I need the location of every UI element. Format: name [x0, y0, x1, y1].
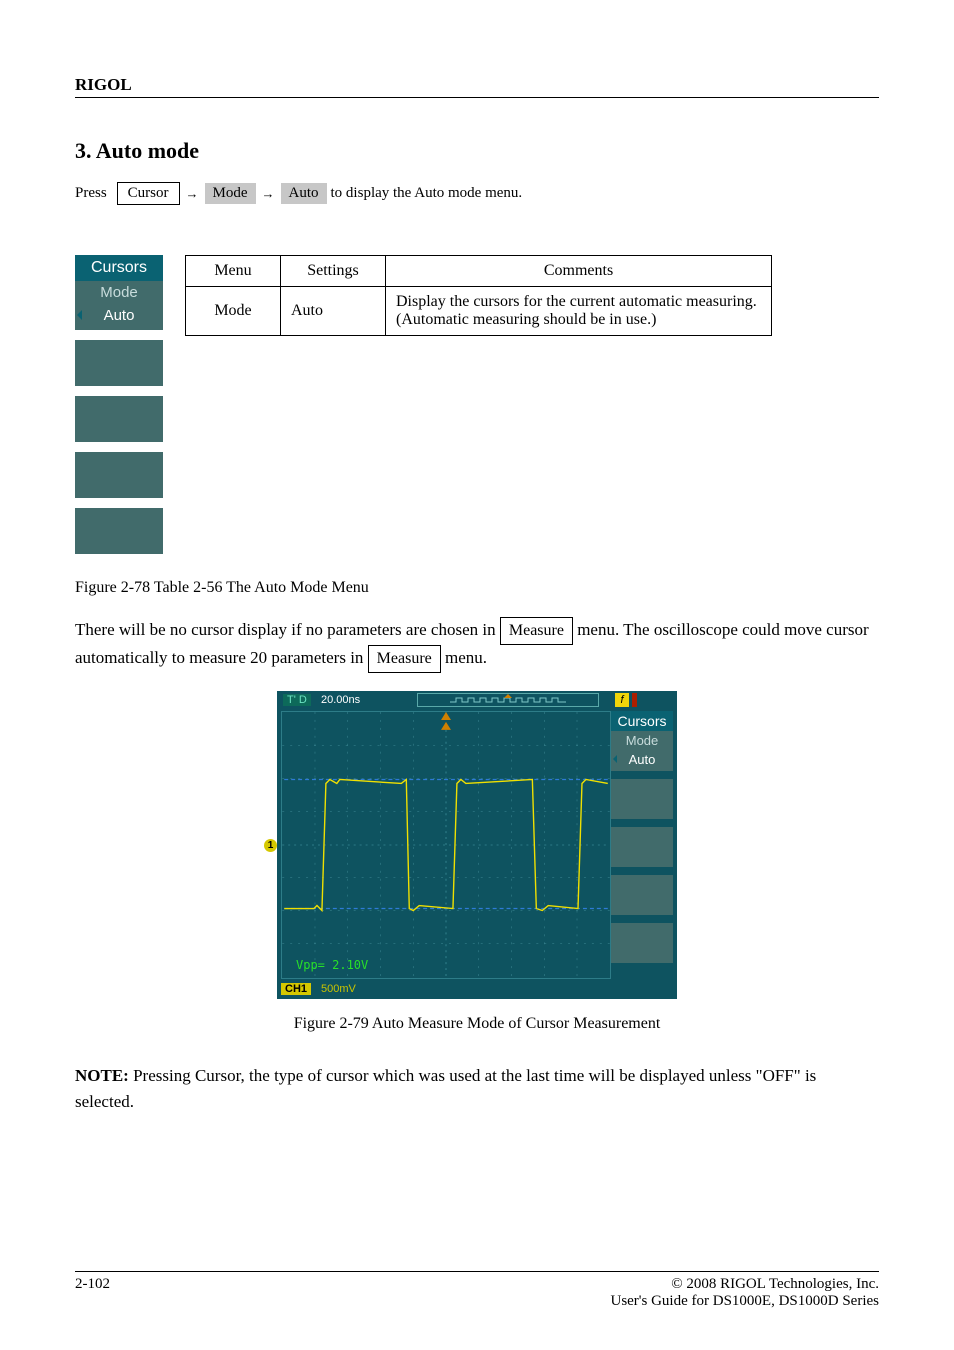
scope-bottombar: CH1 500mV: [277, 981, 677, 999]
measure-button: Measure: [368, 645, 441, 673]
measure-button: Measure: [500, 617, 573, 645]
cell-comments: Display the cursors for the current auto…: [386, 287, 772, 336]
cursor-button: Cursor: [117, 182, 180, 205]
doc-title: User's Guide for DS1000E, DS1000D Series: [610, 1293, 879, 1310]
para-text: menu.: [441, 648, 487, 667]
menu-blank: [75, 396, 163, 442]
menu-panel: Cursors Mode Auto: [75, 255, 163, 554]
figure-caption: Figure 2-79 Auto Measure Mode of Cursor …: [75, 1015, 879, 1033]
auto-softkey: Auto: [281, 183, 327, 204]
stop-indicator: [632, 693, 637, 707]
trigger-icon: f: [615, 693, 629, 707]
page-header: RIGOL: [75, 75, 879, 98]
menu-blank: [75, 452, 163, 498]
menu-blank: [75, 340, 163, 386]
waveform-svg: [282, 712, 610, 978]
note-paragraph: NOTE: Pressing Cursor, the type of curso…: [75, 1063, 879, 1114]
figure-label: Figure 2-78 Table 2-56 The Auto Mode Men…: [75, 579, 879, 597]
channel-marker: 1: [264, 839, 277, 852]
press-label: Press: [75, 185, 107, 202]
col-comments: Comments: [386, 256, 772, 287]
ch1-scale: 500mV: [321, 983, 356, 995]
side-blank: [611, 779, 673, 819]
copyright: © 2008 RIGOL Technologies, Inc.: [610, 1276, 879, 1293]
menu-title: Cursors: [75, 255, 163, 281]
vpp-readout: Vpp= 2.10V: [296, 958, 368, 972]
page-footer: 2-102 © 2008 RIGOL Technologies, Inc. Us…: [75, 1271, 879, 1310]
side-mode-label: Mode: [611, 731, 673, 750]
parameter-table: Menu Settings Comments Mode Auto Display…: [185, 255, 772, 336]
scope-side-menu: Cursors Mode Auto: [611, 711, 673, 979]
para-text: There will be no cursor display if no pa…: [75, 620, 500, 639]
menu-mode-value: Auto: [75, 304, 163, 330]
side-title: Cursors: [611, 711, 673, 731]
section-title: 3. Auto mode: [75, 138, 879, 164]
side-blank: [611, 827, 673, 867]
ch1-label: CH1: [281, 983, 311, 995]
side-mode-value: Auto: [611, 750, 673, 771]
arrow-icon: →: [260, 186, 277, 202]
scope-topbar: T' D 20.00ns f: [277, 691, 677, 711]
table-row: Mode Auto Display the cursors for the cu…: [186, 287, 772, 336]
side-blank: [611, 923, 673, 963]
note-label: NOTE:: [75, 1066, 129, 1085]
mode-softkey: Mode: [205, 183, 256, 204]
side-blank: [611, 875, 673, 915]
table-header-row: Menu Settings Comments: [186, 256, 772, 287]
menu-blank: [75, 508, 163, 554]
col-settings: Settings: [281, 256, 386, 287]
cell-settings: Auto: [281, 287, 386, 336]
brand-label: RIGOL: [75, 75, 132, 94]
col-menu: Menu: [186, 256, 281, 287]
note-body: Pressing Cursor, the type of cursor whic…: [75, 1066, 816, 1111]
arrow-icon: →: [184, 186, 201, 202]
breadcrumb: Press Cursor → Mode → Auto to display th…: [75, 182, 879, 205]
menu-mode-label: Mode: [75, 281, 163, 304]
breadcrumb-tail: to display the Auto mode menu.: [331, 185, 523, 202]
scope-grid: Vpp= 2.10V: [281, 711, 611, 979]
cell-menu: Mode: [186, 287, 281, 336]
paragraph: There will be no cursor display if no pa…: [75, 617, 879, 673]
timebase-value: 20.00ns: [321, 694, 360, 706]
waveform-preview: [417, 693, 599, 707]
oscilloscope-screenshot: T' D 20.00ns f: [277, 691, 677, 999]
page-number: 2-102: [75, 1276, 110, 1310]
trigger-delay-label: T' D: [283, 694, 311, 706]
